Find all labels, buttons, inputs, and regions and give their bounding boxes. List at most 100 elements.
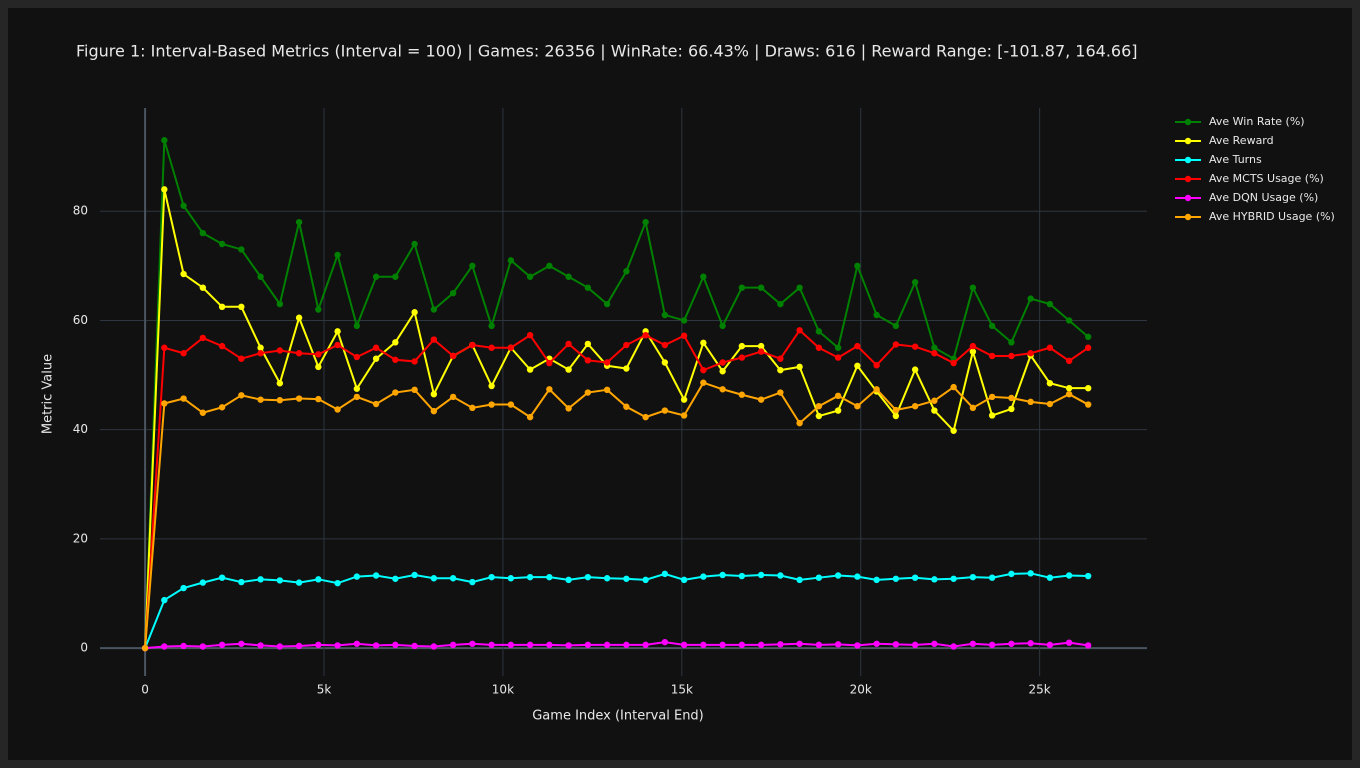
point [892, 412, 900, 420]
point [565, 405, 572, 412]
series [141, 327, 1092, 652]
point [931, 576, 938, 583]
point [738, 572, 746, 580]
point [180, 584, 187, 592]
point [469, 341, 476, 349]
x-tick-label: 5k [317, 683, 332, 697]
point [372, 344, 380, 351]
point [719, 571, 726, 579]
point [584, 641, 592, 649]
point [969, 573, 977, 581]
point [315, 306, 322, 313]
point [623, 365, 630, 372]
point [680, 332, 688, 339]
point [873, 386, 880, 393]
point [1084, 344, 1092, 351]
point [642, 413, 649, 421]
point [449, 575, 457, 582]
point [238, 246, 245, 253]
point [565, 340, 572, 348]
point [372, 400, 380, 408]
point [565, 642, 572, 649]
point [469, 262, 476, 270]
point [777, 572, 784, 579]
point [777, 366, 784, 374]
point [1008, 352, 1015, 360]
point [488, 344, 495, 351]
point [719, 368, 726, 375]
point [488, 573, 495, 581]
point [315, 363, 322, 371]
point [469, 578, 476, 586]
point [449, 641, 457, 649]
x-tick-label: 10k [492, 683, 514, 697]
point [854, 342, 861, 350]
point [642, 576, 649, 584]
point [1046, 380, 1054, 387]
point [353, 573, 361, 580]
point [1084, 642, 1092, 649]
point [777, 300, 784, 308]
point [199, 284, 207, 291]
series-line [144, 328, 1089, 649]
point [488, 382, 495, 390]
point [257, 273, 264, 280]
point [276, 347, 284, 354]
point [719, 322, 726, 330]
point [834, 344, 842, 351]
point [546, 573, 553, 581]
point [469, 404, 476, 412]
point [796, 576, 803, 584]
point [353, 640, 361, 647]
point [1084, 401, 1092, 408]
point [334, 328, 341, 335]
point [295, 579, 303, 586]
point [1084, 333, 1092, 341]
point [334, 642, 341, 649]
point [1008, 339, 1015, 346]
point [1046, 641, 1054, 649]
series-line [144, 381, 1089, 649]
point [411, 386, 418, 394]
point [526, 573, 534, 581]
point [372, 642, 380, 649]
legend-label: Ave Win Rate (%) [1209, 115, 1305, 128]
point [257, 344, 264, 351]
point [815, 641, 823, 649]
point [218, 342, 226, 350]
legend-marker [1184, 194, 1192, 202]
point [276, 380, 284, 387]
point [295, 642, 303, 650]
point [488, 401, 495, 408]
point [238, 578, 245, 586]
x-tick-label: 25k [1029, 683, 1051, 697]
point [661, 638, 669, 646]
point [661, 407, 669, 414]
point [623, 575, 630, 582]
point [892, 641, 900, 648]
point [854, 642, 861, 649]
point [988, 412, 996, 419]
point [392, 273, 399, 280]
point [161, 596, 168, 604]
point [546, 262, 553, 270]
point [603, 641, 611, 649]
point [218, 404, 226, 411]
point [392, 389, 399, 396]
point [719, 641, 726, 649]
point [815, 574, 823, 581]
point [1008, 405, 1015, 413]
point [700, 573, 707, 580]
point [295, 314, 303, 321]
point [680, 317, 688, 324]
point [565, 576, 572, 584]
point [950, 575, 957, 582]
point [892, 575, 900, 582]
point [796, 419, 803, 427]
point [1046, 300, 1054, 308]
point [430, 306, 438, 313]
point [334, 341, 341, 349]
legend-marker [1184, 213, 1192, 221]
point [700, 273, 707, 280]
point [353, 353, 361, 361]
